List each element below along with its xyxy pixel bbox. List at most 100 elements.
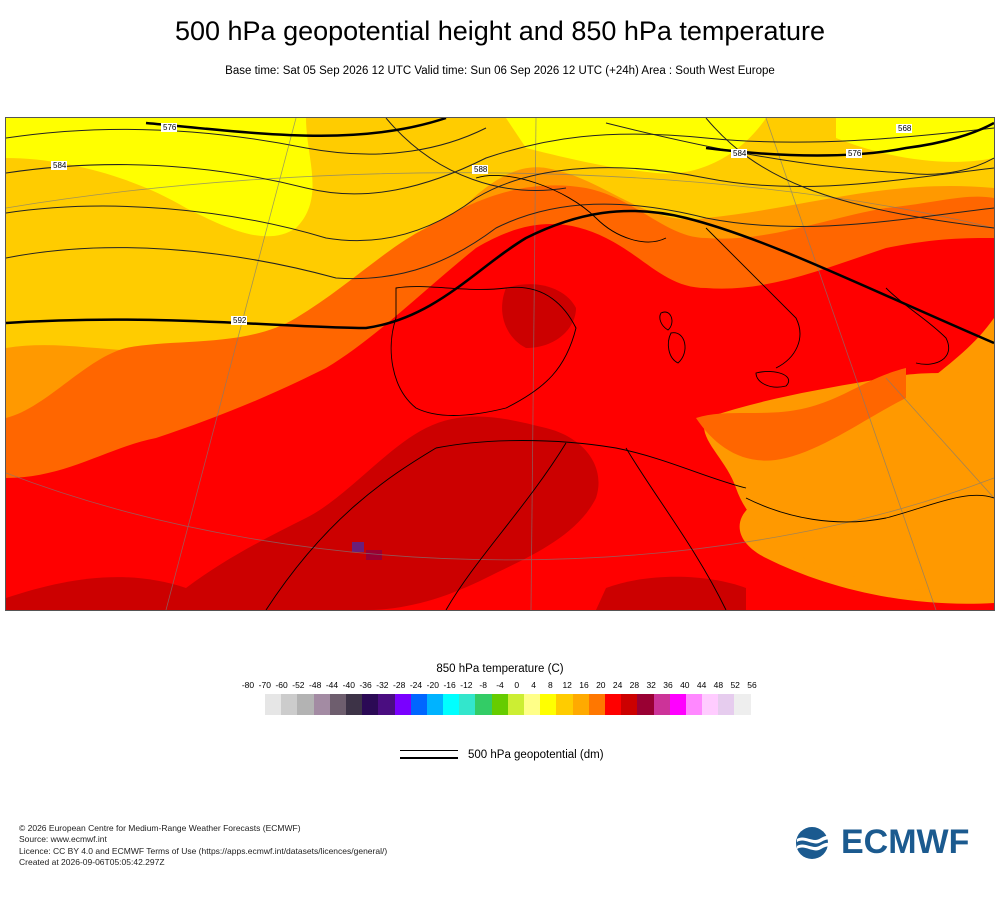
coastlines	[265, 174, 994, 610]
legend-swatch	[459, 694, 476, 715]
contour-thin-7	[705, 118, 994, 229]
coastline-sicily	[755, 371, 789, 388]
legend-swatch	[507, 694, 524, 715]
geopotential-legend-bold-line	[400, 757, 458, 759]
temp-band-dark-orange-east	[696, 368, 906, 461]
legend-swatch	[556, 694, 573, 715]
contour-thin-4	[6, 203, 994, 280]
legend-swatch	[345, 694, 363, 715]
legend-swatch	[426, 694, 444, 715]
graticule-lat-1	[6, 172, 994, 229]
temperature-legend-title: 850 hPa temperature (C)	[436, 663, 564, 675]
legend-swatch	[394, 694, 411, 715]
legend-tick-label: 40	[680, 680, 690, 690]
legend-swatch	[410, 694, 427, 715]
contour-thin-6	[385, 118, 567, 191]
weather-map[interactable]: 576 584 588 592 576 584 568	[5, 117, 995, 611]
border-africa-2	[445, 442, 567, 610]
temp-spot-purple	[352, 542, 364, 552]
legend-swatch	[281, 694, 298, 715]
legend-tick-label: 56	[747, 680, 757, 690]
legend-tick-label: 12	[562, 680, 572, 690]
temp-band-dark-red-south	[596, 576, 746, 610]
contour-thin-2	[6, 127, 994, 195]
legend-swatch	[653, 694, 670, 715]
legend-tick-label: -52	[292, 680, 305, 690]
legend-swatch	[734, 694, 751, 715]
legend-tick-label: -44	[325, 680, 339, 690]
chart-subtitle: Base time: Sat 05 Sep 2026 12 UTC Valid …	[225, 65, 775, 77]
contour-label-4: 592	[233, 316, 247, 325]
legend-swatch	[685, 694, 703, 715]
legend-swatch	[572, 694, 589, 715]
coastline-greece	[885, 287, 950, 365]
contour-label-6: 584	[733, 149, 747, 158]
legend-tick-label: 48	[713, 680, 724, 690]
legend-tick-label: -32	[376, 680, 389, 690]
geopotential-legend-lines	[400, 750, 458, 762]
legend-swatch	[718, 694, 735, 715]
contour-label-bg-5	[846, 149, 862, 158]
coastline-sardinia	[667, 332, 686, 364]
contour-label-5: 576	[848, 149, 862, 158]
footer-source: Source: www.ecmwf.int	[19, 834, 107, 845]
legend-tick-label: 28	[629, 680, 640, 690]
contour-thin-3	[6, 167, 994, 242]
legend-tick-label: -48	[309, 680, 322, 690]
temp-band-red	[6, 224, 994, 610]
legend-tick-label: -24	[409, 680, 423, 690]
legend-tick-label: 8	[548, 680, 553, 690]
contour-bold-576-west	[145, 118, 447, 137]
temperature-legend-ticks: -80 -70 -60 -52 -48 -44 -40 -36 -32 -28 -24 -20 -16-…	[239, 680, 759, 692]
ecmwf-logo: ECMWF	[795, 823, 985, 862]
legend-swatch	[265, 694, 282, 715]
legend-swatch	[588, 694, 605, 715]
temp-band-yellow-east	[836, 118, 994, 162]
legend-swatch	[491, 694, 508, 715]
temperature-legend-colorbar	[265, 694, 751, 715]
legend-tick-label: 32	[646, 680, 656, 690]
temp-band-yellow-west	[6, 118, 313, 237]
contour-thin-5	[605, 122, 994, 175]
legend-swatch	[540, 694, 557, 715]
legend-swatch	[362, 694, 379, 715]
legend-tick-label: 16	[579, 680, 589, 690]
temp-band-yellow-north	[506, 118, 766, 174]
legend-swatch	[313, 694, 330, 715]
contour-label-bg-2	[51, 161, 67, 170]
coastline-corsica	[659, 311, 673, 331]
graticule	[6, 118, 994, 610]
contour-label-bg-1	[161, 123, 177, 132]
coastline-iberia	[390, 286, 577, 416]
map-canvas: 576 584 588 592 576 584 568	[6, 118, 994, 610]
coastline-north-africa	[435, 440, 747, 489]
legend-tick-label: -4	[496, 680, 504, 690]
legend-tick-label: 24	[612, 680, 623, 690]
footer-credits: © 2026 European Centre for Medium-Range …	[19, 823, 387, 868]
graticule-lon-4	[885, 377, 994, 499]
legend-swatch	[329, 694, 346, 715]
graticule-lat-2	[6, 472, 994, 561]
ecmwf-logo-text: ECMWF	[841, 823, 970, 861]
legend-tick-label: -8	[479, 680, 487, 690]
temp-band-dark-red	[186, 416, 599, 610]
legend-swatch	[702, 694, 719, 715]
border-africa-3	[625, 447, 727, 610]
footer-licence: Licence: CC BY 4.0 and ECMWF Terms of Us…	[19, 845, 388, 856]
legend-tick-label: 44	[696, 680, 707, 690]
legend-tick-label: -40	[342, 680, 355, 690]
legend-swatch	[669, 694, 686, 715]
legend-swatch	[524, 694, 541, 715]
contour-thin-1	[6, 127, 487, 155]
graticule-lon-1	[165, 118, 297, 610]
contour-bold-576-east	[705, 121, 994, 157]
coastline-italy	[705, 227, 801, 369]
footer-copyright: © 2026 European Centre for Medium-Range …	[19, 823, 301, 833]
legend-tick-label: -20	[426, 680, 439, 690]
contour-label-bg-3	[472, 165, 488, 174]
temp-spot-maroon	[366, 550, 382, 560]
border-africa-1	[265, 447, 437, 610]
legend-tick-label: -12	[460, 680, 473, 690]
temp-band-dark-red-sw	[6, 577, 186, 610]
legend-tick-label: -60	[275, 680, 288, 690]
